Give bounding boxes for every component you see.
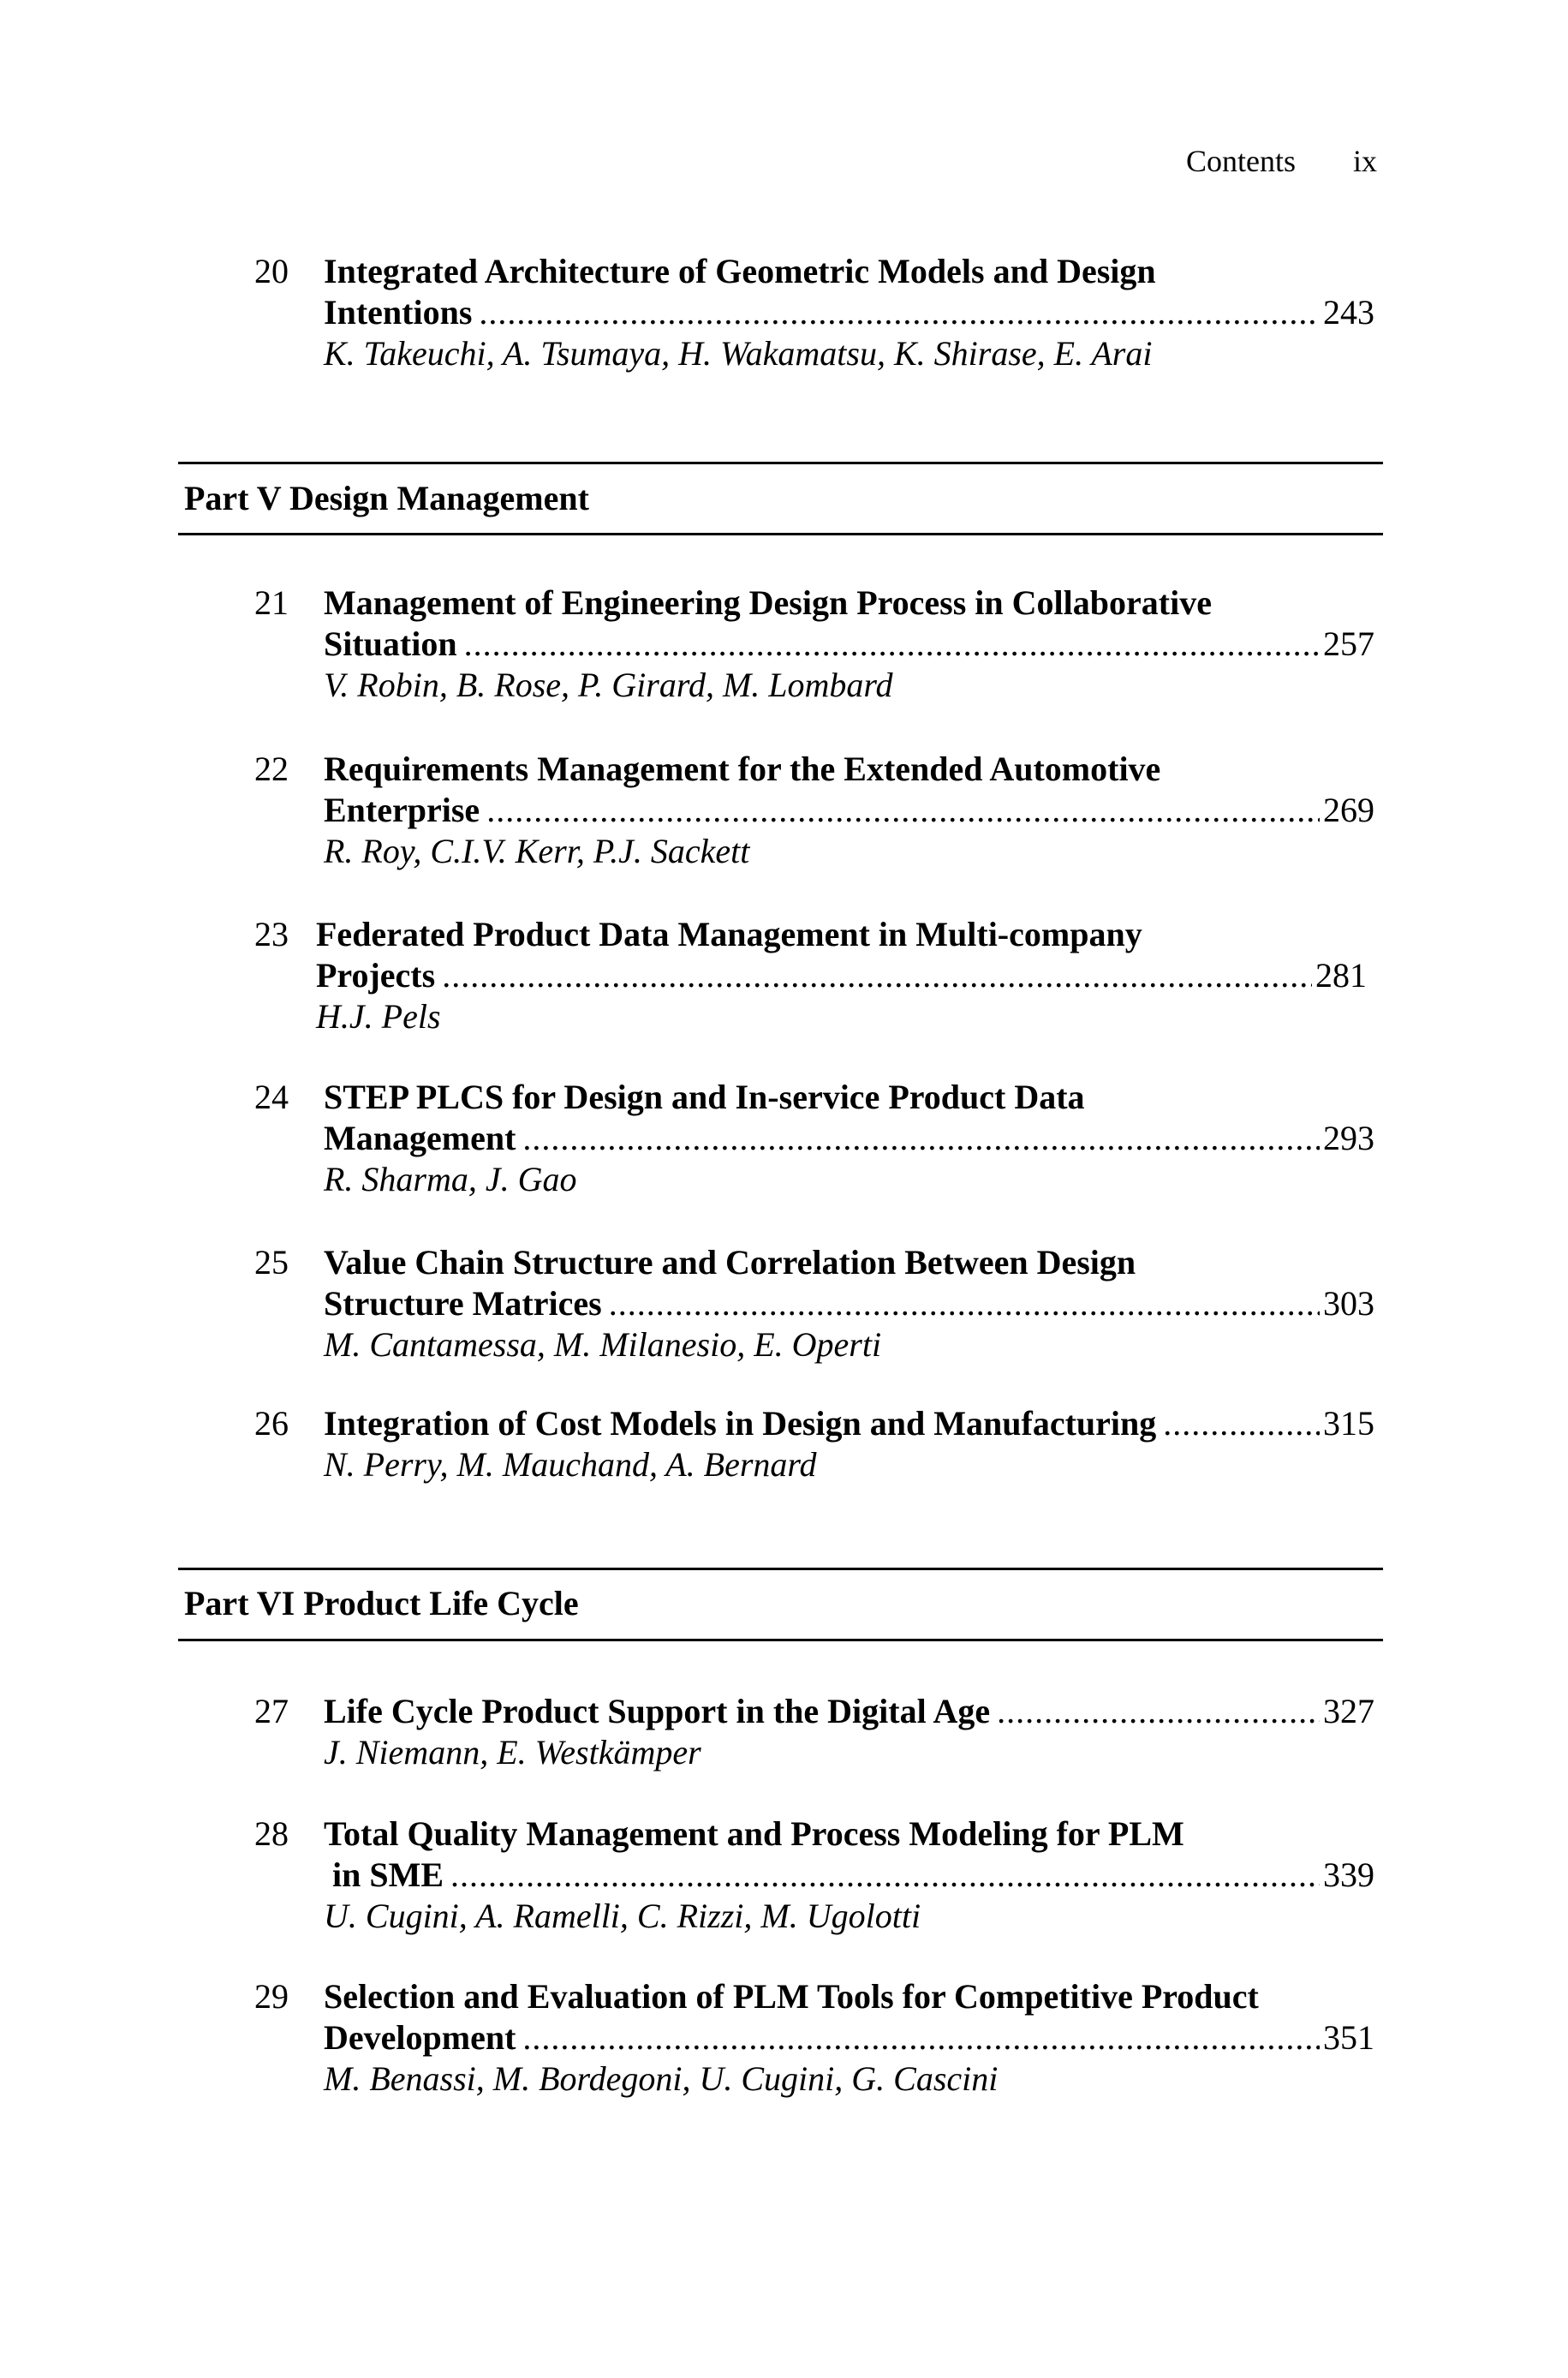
dot-leader: ........................................… xyxy=(1163,1404,1320,1443)
chapter-number: 25 xyxy=(254,1243,289,1282)
dot-leader: ........................................… xyxy=(486,791,1320,829)
chapter-title[interactable]: Development xyxy=(324,2018,516,2057)
page-number[interactable]: 351 xyxy=(1323,2018,1374,2057)
dot-leader: ........................................… xyxy=(463,624,1320,663)
chapter-authors: M. Benassi, M. Bordegoni, U. Cugini, G. … xyxy=(324,2059,999,2098)
chapter-authors: R. Roy, C.I.V. Kerr, P.J. Sackett xyxy=(324,832,750,870)
chapter-title[interactable]: Requirements Management for the Extended… xyxy=(324,750,1161,788)
title-line: Structure Matrices......................… xyxy=(324,1283,1374,1324)
part-v-bottom-rule xyxy=(178,533,1383,535)
chapter-title[interactable]: Integrated Architecture of Geometric Mod… xyxy=(324,252,1156,290)
chapter-title[interactable]: STEP PLCS for Design and In-service Prod… xyxy=(324,1078,1085,1116)
chapter-number: 23 xyxy=(254,915,289,953)
title-line: Integrated Architecture of Geometric Mod… xyxy=(324,251,1374,292)
chapter-authors: M. Cantamessa, M. Milanesio, E. Operti xyxy=(324,1325,882,1364)
chapter-text: Federated Product Data Management in Mul… xyxy=(316,914,1367,1037)
chapter-title[interactable]: Value Chain Structure and Correlation Be… xyxy=(324,1243,1136,1282)
chapter-title[interactable]: Management xyxy=(324,1119,516,1157)
title-line: Total Quality Management and Process Mod… xyxy=(324,1813,1374,1855)
dot-leader: ........................................… xyxy=(479,293,1320,332)
dot-leader: ........................................… xyxy=(997,1692,1320,1730)
dot-leader: ........................................… xyxy=(522,2018,1320,2057)
title-line: Intentions..............................… xyxy=(324,292,1374,333)
chapter-title[interactable]: Intentions xyxy=(324,293,473,332)
chapter-title[interactable]: Total Quality Management and Process Mod… xyxy=(324,1814,1184,1853)
title-line: Management of Engineering Design Process… xyxy=(324,583,1374,624)
chapter-number: 29 xyxy=(254,1977,289,2016)
part-vi-bottom-rule xyxy=(178,1639,1383,1641)
chapter-title[interactable]: in SME xyxy=(324,1855,444,1894)
chapter-authors: V. Robin, B. Rose, P. Girard, M. Lombard xyxy=(324,666,893,704)
chapter-title[interactable]: Selection and Evaluation of PLM Tools fo… xyxy=(324,1977,1259,2016)
chapter-authors: H.J. Pels xyxy=(316,997,441,1036)
dot-leader: ........................................… xyxy=(450,1855,1320,1894)
chapter-authors: K. Takeuchi, A. Tsumaya, H. Wakamatsu, K… xyxy=(324,334,1153,373)
chapter-title[interactable]: Integration of Cost Models in Design and… xyxy=(324,1404,1157,1443)
part-v-top-rule xyxy=(178,462,1383,464)
running-header-section: Contents xyxy=(1186,144,1297,178)
title-line: STEP PLCS for Design and In-service Prod… xyxy=(324,1077,1374,1118)
chapter-text: Requirements Management for the Extended… xyxy=(324,749,1374,872)
chapter-title[interactable]: Situation xyxy=(324,624,457,663)
part-vi-heading: Part VI Product Life Cycle xyxy=(184,1584,579,1622)
page-number[interactable]: 269 xyxy=(1323,791,1374,829)
chapter-number: 27 xyxy=(254,1692,289,1730)
chapter-text: Management of Engineering Design Process… xyxy=(324,583,1374,706)
chapter-text: STEP PLCS for Design and In-service Prod… xyxy=(324,1077,1374,1200)
dot-leader: ........................................… xyxy=(522,1119,1320,1157)
chapter-number: 24 xyxy=(254,1078,289,1116)
chapter-title[interactable]: Projects xyxy=(316,956,436,995)
chapter-text: Integration of Cost Models in Design and… xyxy=(324,1403,1374,1485)
chapter-number: 26 xyxy=(254,1404,289,1443)
chapter-number: 21 xyxy=(254,583,289,622)
chapter-title[interactable]: Federated Product Data Management in Mul… xyxy=(316,915,1142,953)
chapter-authors: J. Niemann, E. Westkämper xyxy=(324,1733,701,1772)
chapter-title[interactable]: Life Cycle Product Support in the Digita… xyxy=(324,1692,991,1730)
dot-leader: ........................................… xyxy=(442,956,1312,995)
page-number[interactable]: 327 xyxy=(1323,1692,1374,1730)
chapter-text: Integrated Architecture of Geometric Mod… xyxy=(324,251,1374,374)
chapter-title[interactable]: Enterprise xyxy=(324,791,480,829)
running-header-page-number: ix xyxy=(1353,144,1378,178)
chapter-authors: N. Perry, M. Mauchand, A. Bernard xyxy=(324,1445,817,1484)
title-line: Integration of Cost Models in Design and… xyxy=(324,1403,1374,1444)
title-line: in SME..................................… xyxy=(324,1855,1374,1896)
chapter-text: Selection and Evaluation of PLM Tools fo… xyxy=(324,1976,1374,2100)
title-line: Life Cycle Product Support in the Digita… xyxy=(324,1691,1374,1732)
title-line: Projects................................… xyxy=(316,955,1367,996)
chapter-number: 22 xyxy=(254,750,289,788)
page-number[interactable]: 257 xyxy=(1323,624,1374,663)
chapter-number: 28 xyxy=(254,1814,289,1853)
chapter-authors: R. Sharma, J. Gao xyxy=(324,1160,577,1198)
title-line: Management..............................… xyxy=(324,1118,1374,1159)
part-vi-top-rule xyxy=(178,1568,1383,1570)
chapter-authors: U. Cugini, A. Ramelli, C. Rizzi, M. Ugol… xyxy=(324,1897,921,1935)
title-line: Requirements Management for the Extended… xyxy=(324,749,1374,790)
page-number[interactable]: 243 xyxy=(1323,293,1374,332)
page-number[interactable]: 315 xyxy=(1323,1404,1374,1443)
page-number[interactable]: 303 xyxy=(1323,1284,1374,1323)
title-line: Development.............................… xyxy=(324,2017,1374,2058)
title-line: Selection and Evaluation of PLM Tools fo… xyxy=(324,1976,1374,2017)
dot-leader: ........................................… xyxy=(608,1284,1320,1323)
chapter-text: Life Cycle Product Support in the Digita… xyxy=(324,1691,1374,1773)
chapter-text: Total Quality Management and Process Mod… xyxy=(324,1813,1374,1937)
title-line: Value Chain Structure and Correlation Be… xyxy=(324,1242,1374,1283)
chapter-title[interactable]: Structure Matrices xyxy=(324,1284,602,1323)
title-line: Federated Product Data Management in Mul… xyxy=(316,914,1367,955)
title-line: Situation...............................… xyxy=(324,624,1374,665)
chapter-number: 20 xyxy=(254,252,289,290)
page-number[interactable]: 339 xyxy=(1323,1855,1374,1894)
page-number[interactable]: 281 xyxy=(1315,956,1367,995)
title-line: Enterprise..............................… xyxy=(324,790,1374,831)
chapter-title[interactable]: Management of Engineering Design Process… xyxy=(324,583,1212,622)
chapter-text: Value Chain Structure and Correlation Be… xyxy=(324,1242,1374,1365)
part-v-heading: Part V Design Management xyxy=(184,479,589,517)
page-number[interactable]: 293 xyxy=(1323,1119,1374,1157)
